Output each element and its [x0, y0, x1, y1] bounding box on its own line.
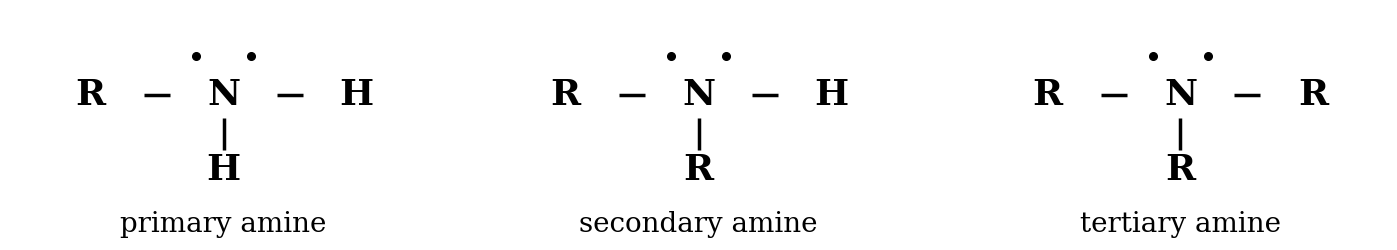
Text: N: N: [207, 78, 240, 112]
Text: N: N: [682, 78, 715, 112]
Text: R: R: [683, 153, 714, 187]
Text: H: H: [814, 78, 848, 112]
Text: R: R: [1032, 78, 1063, 112]
Text: secondary amine: secondary amine: [580, 212, 817, 238]
Text: N: N: [1164, 78, 1197, 112]
Text: R: R: [1298, 78, 1329, 112]
Text: R: R: [550, 78, 581, 112]
Text: primary amine: primary amine: [120, 212, 327, 238]
Text: H: H: [207, 153, 240, 187]
Text: R: R: [1165, 153, 1196, 187]
Text: R: R: [75, 78, 106, 112]
Text: tertiary amine: tertiary amine: [1080, 212, 1281, 238]
Text: H: H: [339, 78, 373, 112]
